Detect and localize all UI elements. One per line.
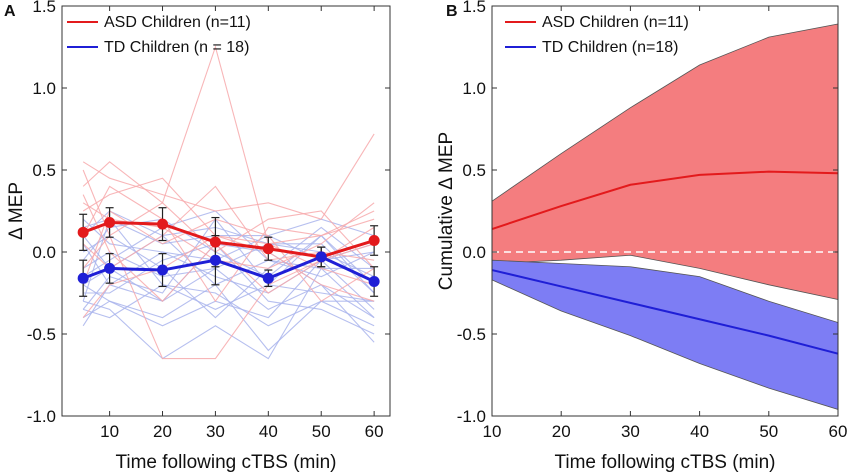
asd-confidence-band [491, 23, 839, 301]
a-y-tick-label: 1.5 [32, 0, 56, 16]
asd-individual-line [82, 226, 375, 360]
panel-a-legend: ASD Children (n=11) TD Children (n = 18) [67, 14, 251, 56]
panel-a-frame [61, 5, 391, 417]
asd-individual-line [82, 133, 375, 220]
panel-b-y-label: Cumulative Δ MEP [436, 132, 457, 290]
asd-point [262, 243, 274, 255]
td-point [262, 272, 274, 284]
panel-b-mean-lines [491, 170, 839, 355]
a-x-tick-label: 10 [100, 422, 119, 441]
b-y-tick-label: 1.5 [462, 0, 486, 16]
td-mean-line [491, 269, 839, 355]
b-y-tick-label: 0.5 [462, 161, 486, 180]
b-x-tick-label: 30 [621, 422, 640, 441]
td-point [209, 254, 221, 266]
panel-b-letter: B [446, 3, 458, 20]
panel-b-x-label: Time following cTBS (min) [554, 452, 775, 473]
asd-mean-line [491, 170, 839, 230]
legend-a-asd-label: ASD Children (n=11) [104, 14, 251, 31]
asd-point [368, 235, 380, 247]
panel-b-y-ticks: -1.0 -0.5 0.0 0.5 1.0 1.5 [457, 0, 838, 426]
b-x-tick-label: 20 [552, 422, 571, 441]
panel-b-areas [491, 23, 839, 410]
panel-b-x-ticks: 10 20 30 40 50 60 [483, 6, 848, 441]
a-y-tick-label: -0.5 [27, 325, 56, 344]
panel-a-x-label: Time following cTBS (min) [115, 452, 336, 473]
a-y-tick-label: 0.5 [32, 161, 56, 180]
b-x-tick-label: 50 [759, 422, 778, 441]
a-y-tick-label: 1.0 [32, 79, 56, 98]
b-x-tick-label: 40 [690, 422, 709, 441]
panel-b: B -1.0 -0.5 0.0 0.5 1.0 1.5 10 20 30 40 50 60 Time… [436, 0, 847, 473]
legend-a-td-label: TD Children (n = 18) [104, 39, 249, 56]
b-y-tick-label: 0.0 [462, 243, 486, 262]
asd-point [77, 226, 89, 238]
b-x-tick-label: 10 [483, 422, 502, 441]
panel-a: A -1.0 -0.5 0.0 0.5 1.0 1.5 10 20 30 40 50 60 Time… [4, 0, 391, 473]
panel-a-individual-lines [82, 45, 375, 360]
td-point [77, 272, 89, 284]
asd-point [209, 236, 221, 248]
panel-a-y-label: Δ MEP [6, 182, 27, 240]
asd-individual-line [82, 194, 375, 302]
panel-a-y-ticks: -1.0 -0.5 0.0 0.5 1.0 1.5 [27, 0, 390, 426]
asd-individual-line [82, 45, 375, 286]
td-point [104, 262, 116, 274]
legend-b-td-label: TD Children (n=18) [542, 39, 679, 56]
panel-a-points [77, 216, 380, 288]
td-point [157, 264, 169, 276]
b-y-tick-label: -1.0 [457, 407, 486, 426]
a-x-tick-label: 60 [365, 422, 384, 441]
a-x-tick-label: 50 [312, 422, 331, 441]
panel-b-frame [491, 5, 839, 417]
legend-b-asd-label: ASD Children (n=11) [542, 14, 689, 31]
panel-a-x-ticks: 10 20 30 40 50 60 [100, 6, 384, 441]
a-x-tick-label: 30 [206, 422, 225, 441]
b-x-tick-label: 60 [829, 422, 848, 441]
a-y-tick-label: 0.0 [32, 243, 56, 262]
a-x-tick-label: 20 [153, 422, 172, 441]
td-point [368, 276, 380, 288]
panel-a-letter: A [4, 3, 16, 20]
asd-point [104, 216, 116, 228]
asd-point [157, 218, 169, 230]
a-y-tick-label: -1.0 [27, 407, 56, 426]
a-x-tick-label: 40 [259, 422, 278, 441]
b-y-tick-label: -0.5 [457, 325, 486, 344]
panel-b-legend: ASD Children (n=11) TD Children (n=18) [505, 14, 689, 56]
b-y-tick-label: 1.0 [462, 79, 486, 98]
td-point [315, 251, 327, 263]
